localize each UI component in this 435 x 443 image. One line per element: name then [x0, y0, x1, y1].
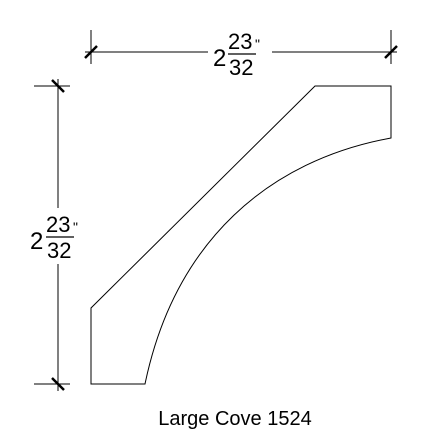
height-dimension-whole: 2: [30, 228, 43, 255]
height-dimension-numerator: 23: [46, 212, 70, 237]
height-dimension-denominator: 32: [47, 238, 71, 263]
height-label-backdrop: [28, 208, 86, 264]
width-tick-right: [384, 45, 398, 59]
width-dimension-denominator: 32: [229, 55, 253, 80]
molding-profile-outline: [90, 85, 392, 385]
width-dimension-whole: 2: [213, 45, 226, 72]
width-tick-left: [84, 45, 98, 59]
height-tick-top: [51, 79, 65, 93]
width-dimension-numerator: 23: [228, 29, 252, 54]
height-dimension-inch-mark: ": [73, 219, 78, 235]
drawing-caption: Large Cove 1524: [158, 408, 311, 430]
height-dimension: 2 23 " 32: [28, 79, 86, 391]
height-tick-bottom: [51, 377, 65, 391]
width-dimension: 2 23 " 32: [84, 28, 398, 80]
width-dimension-inch-mark: ": [255, 36, 260, 52]
